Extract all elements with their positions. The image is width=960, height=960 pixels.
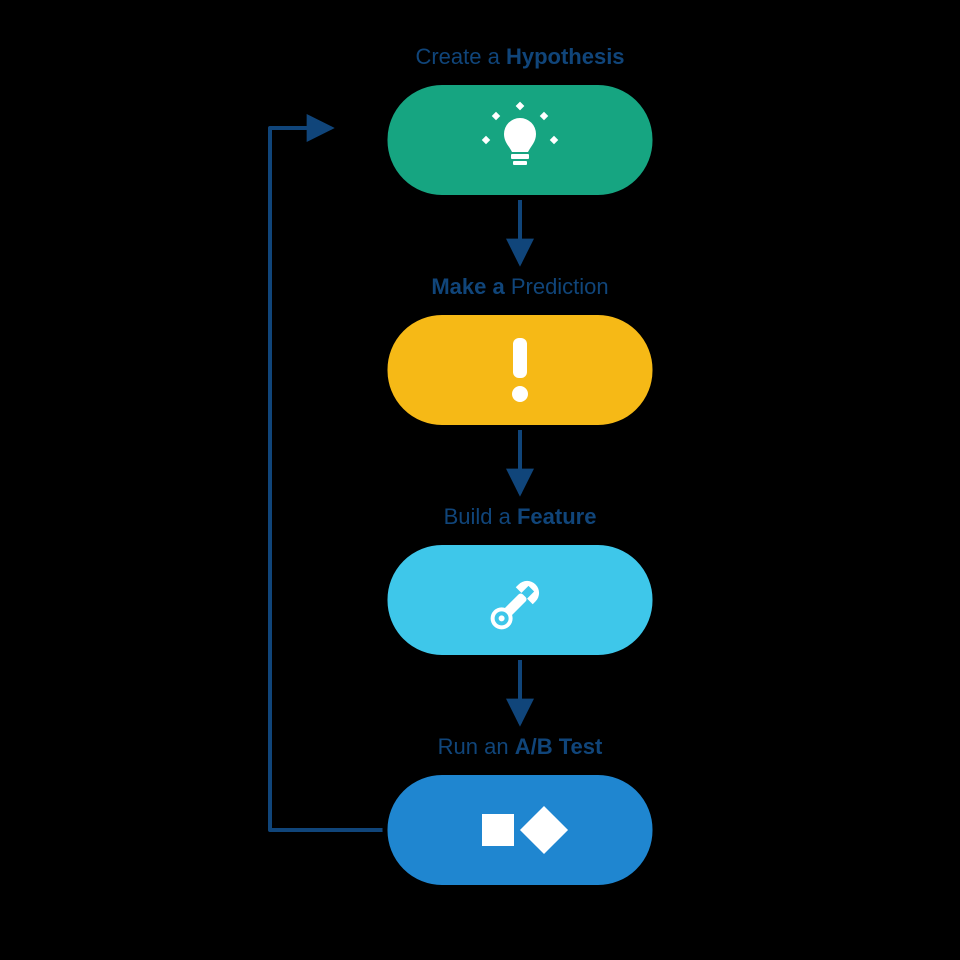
node-label: Run an A/B Test bbox=[438, 734, 603, 759]
exclamation-icon bbox=[512, 338, 528, 402]
node-prediction bbox=[385, 313, 655, 428]
node-abtest bbox=[385, 773, 655, 888]
node-hypothesis bbox=[385, 83, 655, 198]
node-label: Build a Feature bbox=[444, 504, 597, 529]
node-feature bbox=[385, 543, 655, 658]
node-label: Make a Prediction bbox=[431, 274, 608, 299]
flow-arrow bbox=[270, 128, 383, 830]
node-label: Create a Hypothesis bbox=[415, 44, 624, 69]
flowchart: Create a Hypothesis Make a Prediction Buil… bbox=[0, 0, 960, 960]
